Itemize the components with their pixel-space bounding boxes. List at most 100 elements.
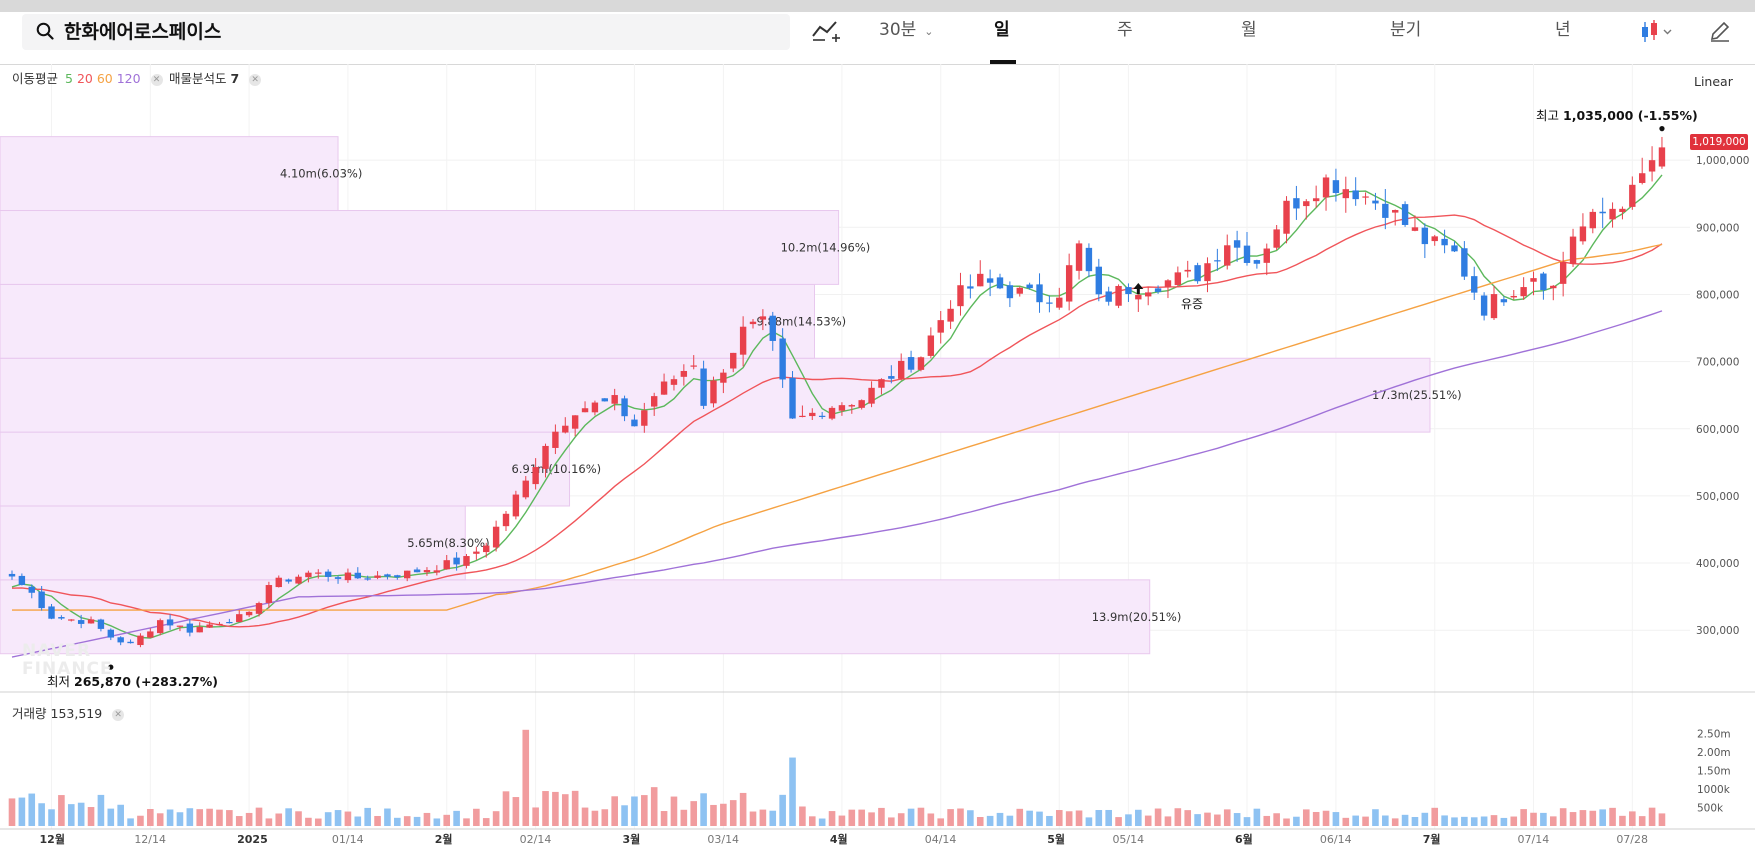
candle[interactable] — [216, 623, 223, 626]
tab-week[interactable]: 주 — [1117, 20, 1133, 40]
candle[interactable] — [858, 400, 865, 408]
candle[interactable] — [1559, 262, 1567, 284]
candle[interactable] — [1046, 302, 1053, 304]
candle[interactable] — [77, 620, 85, 624]
candle[interactable] — [492, 526, 500, 548]
candle[interactable] — [107, 629, 114, 638]
candle[interactable] — [1550, 285, 1557, 289]
candle[interactable] — [542, 445, 549, 469]
candle[interactable] — [1480, 295, 1488, 316]
scale-mode-toggle[interactable]: Linear — [1694, 74, 1733, 89]
candle[interactable] — [1224, 245, 1231, 266]
candle[interactable] — [888, 376, 895, 379]
candle[interactable] — [285, 579, 292, 582]
candle[interactable] — [344, 572, 352, 581]
candle[interactable] — [147, 631, 154, 638]
candle[interactable] — [552, 431, 559, 448]
candle[interactable] — [1303, 201, 1310, 207]
candle[interactable] — [265, 585, 273, 603]
candle[interactable] — [562, 425, 569, 433]
candle[interactable] — [315, 572, 322, 574]
candle[interactable] — [660, 381, 668, 395]
candle[interactable] — [739, 326, 747, 355]
candle[interactable] — [641, 410, 648, 426]
candle[interactable] — [483, 545, 490, 553]
candle[interactable] — [394, 575, 401, 578]
candle[interactable] — [364, 578, 371, 580]
candle[interactable] — [759, 316, 767, 320]
candle[interactable] — [532, 467, 539, 485]
candle[interactable] — [1145, 292, 1152, 297]
candle[interactable] — [967, 286, 974, 289]
candle[interactable] — [571, 415, 579, 429]
candle[interactable] — [1579, 226, 1587, 242]
candle[interactable] — [818, 415, 826, 417]
candle[interactable] — [443, 560, 450, 570]
volume-profile-legend[interactable]: 매물분석도 7 ✕ — [169, 71, 262, 87]
remove-volume-icon[interactable]: ✕ — [112, 709, 125, 721]
candle[interactable] — [868, 387, 875, 404]
candle[interactable] — [947, 308, 954, 322]
candle[interactable] — [828, 407, 836, 419]
candle[interactable] — [1629, 184, 1636, 207]
tab-day[interactable]: 일 — [994, 20, 1010, 40]
candle[interactable] — [1589, 211, 1596, 229]
candle[interactable] — [1392, 210, 1399, 213]
candle[interactable] — [898, 360, 905, 379]
candle[interactable] — [917, 357, 925, 370]
candle[interactable] — [1036, 284, 1043, 303]
candle[interactable] — [1411, 227, 1419, 231]
candle[interactable] — [1056, 297, 1063, 308]
candle[interactable] — [226, 621, 233, 624]
candle[interactable] — [1382, 203, 1389, 218]
candle[interactable] — [1214, 260, 1221, 262]
candle[interactable] — [1164, 280, 1172, 287]
candle[interactable] — [186, 623, 194, 633]
candle[interactable] — [1154, 288, 1162, 292]
candle[interactable] — [581, 408, 589, 413]
candle[interactable] — [1253, 260, 1261, 264]
tab-quarter[interactable]: 분기 — [1390, 20, 1422, 40]
candle[interactable] — [127, 641, 134, 644]
candle[interactable] — [255, 603, 263, 614]
candle[interactable] — [937, 320, 944, 333]
candle[interactable] — [433, 570, 441, 573]
candle[interactable] — [157, 620, 164, 634]
candle[interactable] — [927, 335, 935, 356]
candle[interactable] — [1322, 177, 1330, 198]
candle[interactable] — [1233, 240, 1241, 248]
candle[interactable] — [1095, 266, 1102, 295]
candle[interactable] — [275, 577, 282, 588]
candle[interactable] — [1006, 285, 1014, 299]
candle[interactable] — [720, 372, 727, 383]
candle[interactable] — [334, 577, 342, 579]
moving-average-legend[interactable]: 이동평균 5 20 60 120 ✕ — [12, 71, 163, 87]
candle[interactable] — [621, 398, 628, 417]
candle[interactable] — [799, 415, 806, 418]
candle[interactable] — [354, 572, 361, 579]
candle[interactable] — [1204, 263, 1211, 282]
candle[interactable] — [1273, 229, 1280, 248]
candle[interactable] — [473, 551, 480, 554]
candle[interactable] — [176, 625, 184, 627]
candle[interactable] — [838, 405, 846, 411]
candle[interactable] — [8, 573, 16, 577]
candle[interactable] — [1125, 287, 1132, 295]
candle[interactable] — [670, 379, 678, 385]
candle[interactable] — [236, 614, 243, 623]
candle[interactable] — [690, 365, 697, 367]
candle[interactable] — [1293, 198, 1300, 209]
price-chart[interactable]: 13.9m(20.51%) 5.65m(8.30%) 6.91m(10.16%) 17… — [0, 64, 1755, 848]
candle[interactable] — [631, 419, 638, 427]
candle[interactable] — [413, 569, 421, 573]
candle[interactable] — [1312, 198, 1320, 202]
candle[interactable] — [196, 626, 203, 633]
candle[interactable] — [1401, 204, 1409, 225]
stock-search-box[interactable]: 한화에어로스페이스 — [22, 14, 790, 50]
volume-legend[interactable]: 거래량 153,519 ✕ — [12, 703, 125, 722]
candle[interactable] — [1174, 272, 1182, 286]
remove-ma-icon[interactable]: ✕ — [150, 74, 163, 86]
candle[interactable] — [1026, 284, 1033, 289]
candle[interactable] — [1105, 291, 1112, 302]
candle[interactable] — [789, 377, 796, 419]
